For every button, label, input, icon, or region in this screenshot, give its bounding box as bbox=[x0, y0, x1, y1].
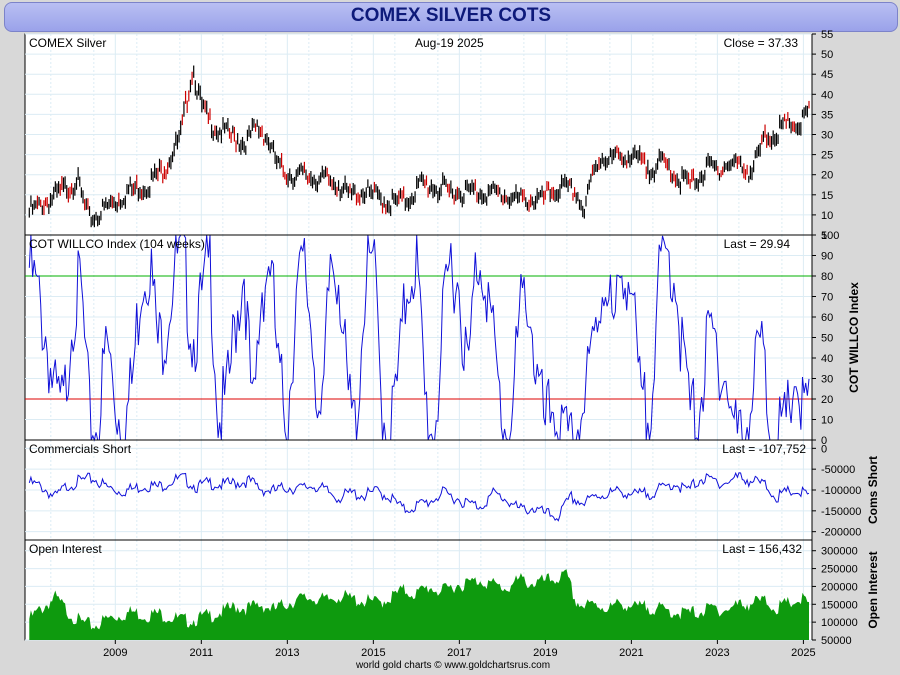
y-tick-label: 30 bbox=[821, 374, 833, 386]
last-label: Last = 29.94 bbox=[724, 237, 791, 251]
y-tick-label: 300000 bbox=[821, 546, 858, 558]
y-tick-label: 70 bbox=[821, 292, 833, 304]
y-tick-label: 200000 bbox=[821, 581, 858, 593]
x-tick-label: 2021 bbox=[619, 647, 643, 659]
willco-line bbox=[28, 234, 810, 442]
y-tick-label: 20 bbox=[821, 170, 833, 182]
panel-title: COT WILLCO Index (104 weeks) bbox=[29, 237, 205, 251]
y-tick-label: 35 bbox=[821, 109, 833, 121]
side-axis-label: COT WILLCO Index bbox=[847, 282, 861, 393]
coms-short-line bbox=[28, 471, 810, 522]
y-tick-label: 0 bbox=[821, 435, 827, 447]
title-bar: COMEX SILVER COTS bbox=[4, 2, 898, 32]
y-tick-label: 20 bbox=[821, 394, 833, 406]
x-tick-label: 2017 bbox=[447, 647, 471, 659]
panel-title: COMEX Silver bbox=[29, 36, 106, 50]
y-tick-label: 10 bbox=[821, 210, 833, 222]
y-tick-label: 0 bbox=[821, 443, 827, 455]
panel-title: Commercials Short bbox=[29, 442, 132, 456]
y-tick-label: -100000 bbox=[821, 485, 861, 497]
x-tick-label: 2015 bbox=[361, 647, 385, 659]
side-axis-label: Coms Short bbox=[866, 456, 880, 524]
panel-title: Open Interest bbox=[29, 542, 102, 556]
y-tick-label: 5 bbox=[821, 230, 827, 242]
y-tick-label: 100 bbox=[821, 230, 839, 242]
y-tick-label: 40 bbox=[821, 353, 833, 365]
x-tick-label: 2009 bbox=[103, 647, 127, 659]
x-tick-label: 2019 bbox=[533, 647, 557, 659]
y-tick-label: 90 bbox=[821, 251, 833, 263]
y-tick-label: 55 bbox=[821, 29, 833, 41]
x-tick-label: 2011 bbox=[189, 647, 213, 659]
y-tick-label: 30 bbox=[821, 130, 833, 142]
y-tick-label: 150000 bbox=[821, 599, 858, 611]
y-tick-label: 60 bbox=[821, 312, 833, 324]
x-tick-label: 2025 bbox=[791, 647, 815, 659]
y-tick-label: 250000 bbox=[821, 564, 858, 576]
last-label: Last = 156,432 bbox=[722, 542, 802, 556]
y-tick-label: 15 bbox=[821, 190, 833, 202]
y-tick-label: 25 bbox=[821, 150, 833, 162]
y-tick-label: 10 bbox=[821, 415, 833, 427]
panel-commercials_short bbox=[25, 439, 816, 540]
y-tick-label: -50000 bbox=[821, 464, 855, 476]
y-tick-label: 50 bbox=[821, 333, 833, 345]
y-tick-label: 45 bbox=[821, 69, 833, 81]
y-tick-label: 100000 bbox=[821, 617, 858, 629]
x-tick-label: 2013 bbox=[275, 647, 299, 659]
y-tick-label: -200000 bbox=[821, 527, 861, 539]
side-axis-label: Open Interest bbox=[866, 551, 880, 628]
panel-open_interest bbox=[25, 539, 816, 644]
y-tick-label: 80 bbox=[821, 271, 833, 283]
open-interest-area bbox=[29, 569, 810, 640]
last-label: Close = 37.33 bbox=[724, 36, 799, 50]
chart-title: COMEX SILVER COTS bbox=[350, 5, 552, 26]
footer-credit: world gold charts © www.goldchartsrus.co… bbox=[355, 660, 550, 671]
y-tick-label: -150000 bbox=[821, 506, 861, 518]
date-label: Aug-19 2025 bbox=[415, 36, 484, 50]
x-tick-label: 2023 bbox=[705, 647, 729, 659]
last-label: Last = -107,752 bbox=[722, 442, 806, 456]
y-tick-label: 50 bbox=[821, 49, 833, 61]
y-tick-label: 40 bbox=[821, 89, 833, 101]
y-tick-label: 50000 bbox=[821, 635, 852, 647]
